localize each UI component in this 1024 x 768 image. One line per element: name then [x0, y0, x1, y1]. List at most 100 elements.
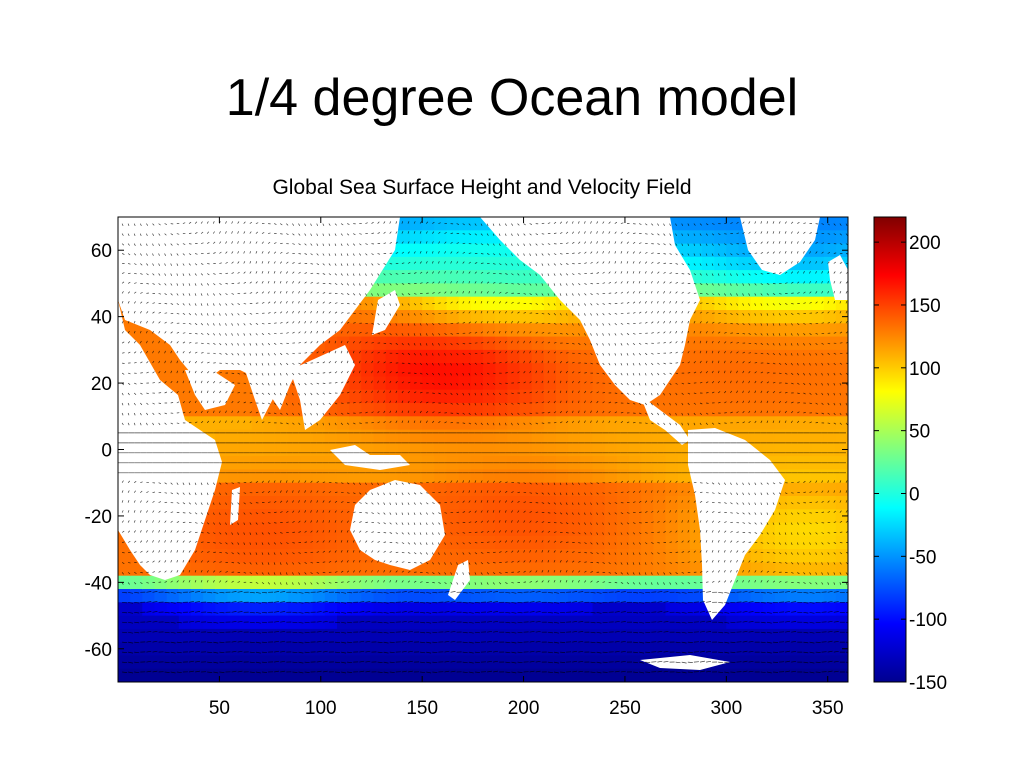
ssh-cell: [227, 429, 241, 444]
ssh-cell: [592, 535, 606, 550]
ssh-cell: [592, 496, 606, 510]
ssh-cell: [422, 363, 435, 377]
colorbar: [873, 216, 907, 683]
ssh-cell: [300, 549, 314, 563]
ssh-cell: [775, 589, 788, 603]
ssh-cell: [665, 509, 679, 524]
ssh-cell: [385, 589, 399, 603]
ssh-cell: [373, 429, 387, 444]
ssh-cell: [580, 403, 594, 417]
ssh-cell: [507, 270, 521, 284]
ssh-cell: [556, 442, 569, 457]
ssh-cell: [239, 469, 253, 484]
ssh-cell: [215, 522, 229, 537]
ssh-cell: [811, 416, 825, 431]
ssh-cell: [823, 310, 837, 324]
ssh-cell: [276, 429, 289, 444]
ssh-cell: [689, 416, 703, 431]
landmass-madagascar: [230, 487, 240, 525]
ssh-cell: [775, 389, 788, 404]
ssh-cell: [714, 363, 727, 377]
ssh-cell: [288, 562, 302, 577]
ssh-cell: [823, 482, 837, 497]
ssh-cell: [677, 642, 691, 656]
landmass-uk: [828, 255, 848, 300]
ssh-cell: [507, 256, 521, 271]
ssh-cell: [641, 535, 654, 550]
ssh-cell: [312, 562, 326, 577]
ssh-cell: [823, 642, 837, 656]
ssh-cell: [410, 349, 423, 364]
ssh-cell: [495, 403, 508, 417]
ssh-cell: [239, 509, 253, 524]
ssh-cell: [568, 442, 581, 457]
ssh-cell: [422, 602, 435, 617]
ssh-cell: [726, 310, 740, 324]
ssh-cell: [616, 602, 630, 617]
ssh-cell: [300, 509, 314, 524]
ssh-cell: [373, 562, 387, 577]
ssh-cell: [726, 230, 740, 245]
ssh-cell: [665, 602, 679, 617]
ssh-cell: [543, 376, 557, 391]
ssh-cell: [178, 575, 192, 590]
ssh-cell: [543, 336, 557, 351]
ssh-cell: [422, 283, 435, 298]
ssh-cell: [507, 496, 521, 510]
colorbar-tick-label: 100: [909, 359, 941, 380]
ssh-cell: [483, 482, 496, 497]
ssh-cell: [276, 509, 289, 524]
ssh-cell: [604, 589, 618, 603]
ssh-cell: [312, 668, 326, 682]
ssh-cell: [787, 509, 800, 524]
ssh-cell: [653, 602, 667, 617]
ssh-cell: [531, 615, 545, 630]
ssh-cell: [410, 283, 423, 298]
ssh-cell: [811, 589, 825, 603]
ssh-cell: [556, 389, 569, 404]
ssh-cell: [397, 323, 411, 338]
ssh-cell: [580, 482, 594, 497]
ssh-cell: [835, 243, 848, 258]
ssh-cell: [410, 615, 423, 630]
x-tick-label: 100: [305, 698, 337, 719]
ssh-cell: [458, 310, 472, 324]
ssh-cell: [835, 230, 848, 245]
ssh-cell: [568, 602, 581, 617]
ssh-cell: [227, 442, 241, 457]
ssh-cell: [531, 376, 545, 391]
ssh-cell: [580, 668, 594, 682]
ssh-cell: [349, 376, 362, 391]
ssh-cell: [762, 535, 776, 550]
ssh-cell: [470, 296, 484, 311]
ssh-cell: [361, 668, 375, 682]
ssh-cell: [738, 575, 752, 590]
ssh-cell: [288, 668, 302, 682]
ssh-cell: [507, 535, 521, 550]
ssh-cell: [568, 575, 581, 590]
ssh-cell: [422, 243, 435, 258]
ssh-cell: [118, 549, 131, 563]
ssh-cell: [422, 323, 435, 338]
ssh-cell: [750, 323, 764, 338]
ssh-cell: [495, 562, 508, 577]
ssh-cell: [762, 310, 776, 324]
ssh-cell: [835, 323, 848, 338]
x-tick-label: 50: [209, 698, 230, 719]
ssh-cell: [823, 403, 837, 417]
ssh-cell: [568, 615, 581, 630]
ssh-cell: [373, 469, 387, 484]
ssh-cell: [775, 522, 788, 537]
ssh-cell: [495, 589, 508, 603]
ssh-cell: [458, 376, 472, 391]
ssh-cell: [446, 270, 460, 284]
ssh-cell: [422, 296, 435, 311]
ssh-cell: [641, 496, 654, 510]
ssh-cell: [519, 642, 533, 656]
ssh-cell: [203, 562, 216, 577]
ssh-cell: [337, 522, 350, 537]
ssh-cell: [422, 230, 435, 245]
ssh-cell: [811, 429, 825, 444]
ssh-cell: [835, 429, 848, 444]
ssh-cell: [604, 535, 618, 550]
